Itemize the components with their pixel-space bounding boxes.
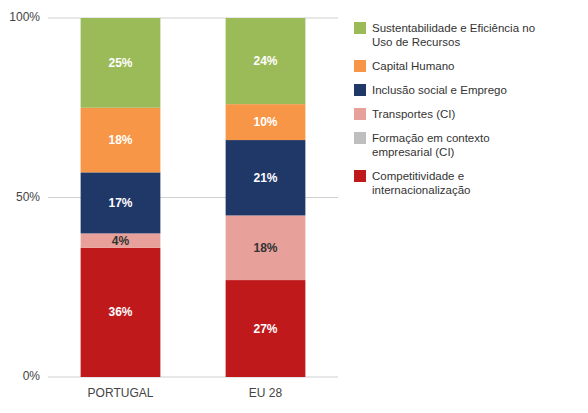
bar-segment [226,280,306,377]
legend-label: Sustentabilidade e Eficiência no Uso de R… [372,22,535,48]
legend-label: Capital Humano [372,60,454,72]
y-tick-label: 50% [16,190,40,204]
y-tick-label: 100% [9,10,40,24]
legend-swatch [354,60,366,72]
bar-segment [81,248,161,377]
legend-label: Formação em contexto empresarial (CI) [372,132,490,158]
legend-label: Competitividade e internacionalização [372,170,470,196]
legend-label-line: empresarial (CI) [372,146,455,158]
grid [48,18,338,377]
legend: Sustentabilidade e Eficiência no Uso de R… [354,22,535,196]
bar-segment [226,215,306,280]
legend-label-line: Uso de Recursos [372,36,460,48]
legend-label-line: Inclusão social e Emprego [372,84,507,96]
bar-segment [226,104,306,140]
y-tick-label: 0% [23,369,41,383]
legend-label-line: Formação em contexto [372,132,490,144]
bar-segment [226,18,306,104]
legend-swatch [354,22,366,34]
chart-container: 0% 50% 100% 36% 27% 4% 18% 17% 21% 18% 10% 25% 24% PO… [0,0,588,413]
data-label: 21% [253,171,277,185]
bar-segment [81,172,161,233]
data-label: 4% [112,234,130,248]
data-label: 18% [108,133,132,147]
legend-label: Transportes (CI) [372,108,455,120]
bar-segment [81,108,161,173]
chart-svg: 0% 50% 100% 36% 27% 4% 18% 17% 21% 18% 10% 25% 24% PO… [0,0,588,413]
bar-segment [226,140,306,215]
data-label: 17% [108,196,132,210]
bars [81,18,306,377]
data-label: 36% [108,305,132,319]
legend-swatch [354,108,366,120]
data-label: 10% [253,115,277,129]
data-label: 18% [253,241,277,255]
data-label: 25% [108,56,132,70]
legend-label-line: Transportes (CI) [372,108,455,120]
bar-segment [81,233,161,247]
legend-label-line: Sustentabilidade e Eficiência no [372,22,535,34]
data-labels: 36% 27% 4% 18% 17% 21% 18% 10% 25% 24% [108,54,277,335]
legend-label-line: Capital Humano [372,60,454,72]
legend-label-line: Competitividade e [372,170,464,182]
legend-swatch [354,132,366,144]
legend-swatch [354,84,366,96]
legend-swatch [354,170,366,182]
data-label: 27% [253,322,277,336]
x-tick-label: EU 28 [249,386,283,400]
bar-segment [81,18,161,108]
legend-label: Inclusão social e Emprego [372,84,507,96]
x-tick-label: PORTUGAL [88,386,154,400]
data-label: 24% [253,54,277,68]
legend-label-line: internacionalização [372,184,470,196]
